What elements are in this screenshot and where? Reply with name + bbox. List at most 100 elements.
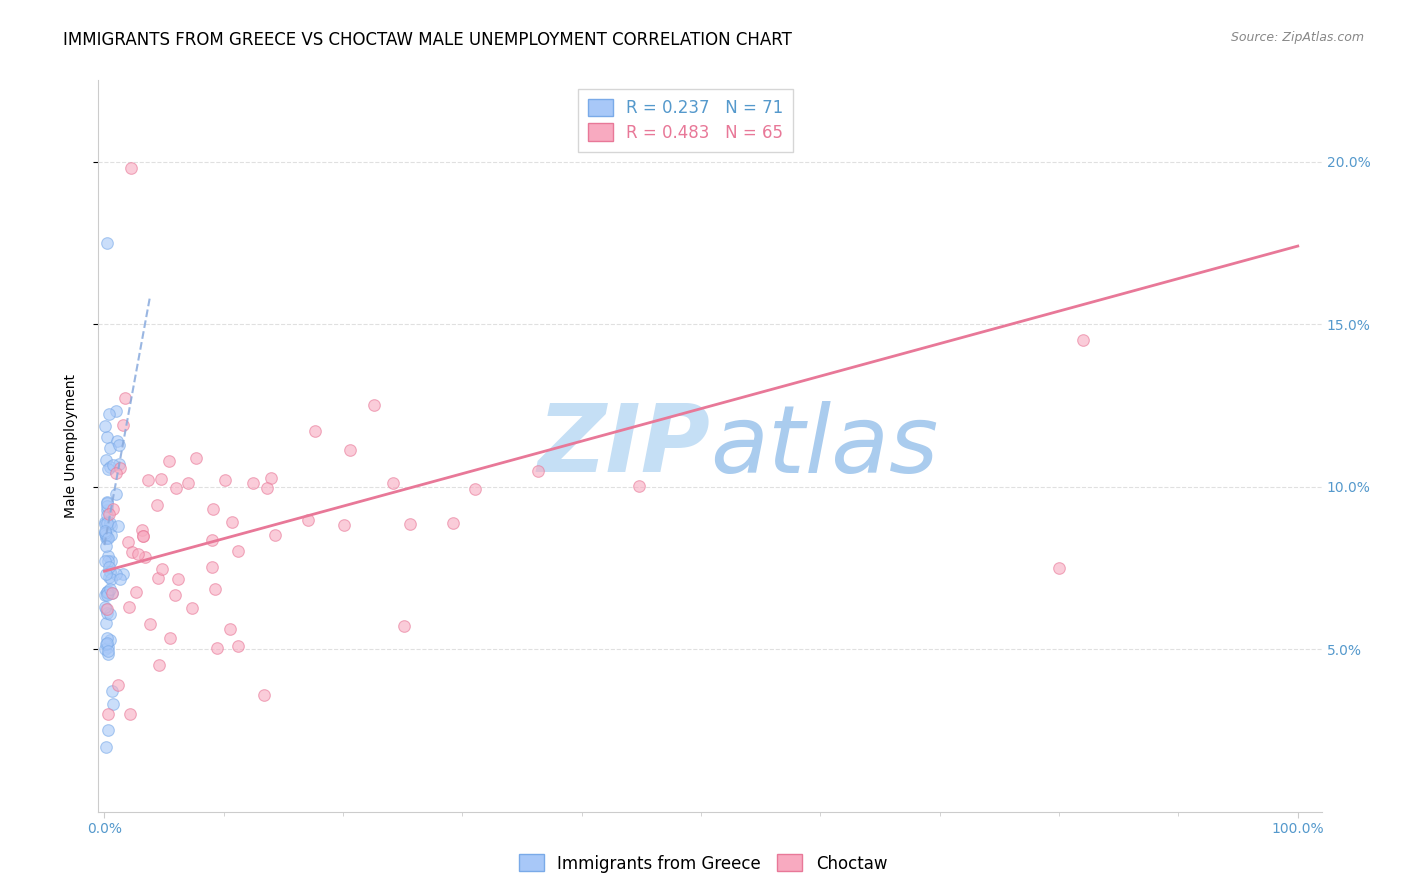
Point [260, 470, 283, 484]
Point [176, 475, 198, 490]
Point [121, 544, 143, 558]
Point [96, 508, 118, 522]
Point [146, 571, 169, 585]
Point [167, 572, 190, 586]
Point [94, 616, 117, 631]
Point [97, 407, 120, 421]
Point [339, 443, 361, 458]
Point [118, 599, 141, 614]
Point [104, 466, 127, 480]
Point [97, 644, 120, 658]
Point [125, 585, 148, 599]
Point [112, 417, 135, 432]
Point [96, 631, 118, 645]
Point [94, 554, 117, 568]
Point [94, 566, 117, 581]
Point [97, 531, 120, 545]
Point [94, 588, 117, 602]
Point [132, 529, 155, 543]
Point [181, 601, 204, 615]
Point [96, 516, 118, 530]
Point [98, 508, 121, 522]
Point [96, 585, 118, 599]
Point [97, 585, 120, 599]
Point [304, 425, 326, 439]
Point [201, 533, 224, 547]
Point [96, 495, 118, 509]
Point [101, 684, 124, 698]
Text: Source: ZipAtlas.com: Source: ZipAtlas.com [1230, 31, 1364, 45]
Point [150, 472, 173, 486]
Point [392, 619, 415, 633]
Point [110, 572, 132, 586]
Text: atlas: atlas [710, 401, 938, 491]
Point [104, 487, 127, 501]
Point [96, 602, 118, 616]
Point [100, 572, 122, 586]
Point [134, 549, 156, 564]
Point [464, 482, 486, 496]
Point [145, 498, 167, 512]
Point [103, 502, 125, 516]
Point [107, 678, 129, 692]
Point [93, 642, 115, 657]
Point [226, 639, 249, 653]
Point [94, 531, 117, 545]
Point [104, 404, 127, 418]
Point [96, 606, 118, 620]
Point [117, 535, 139, 549]
Point [201, 502, 224, 516]
Point [214, 473, 236, 487]
Point [96, 430, 118, 444]
Point [98, 560, 121, 574]
Point [100, 586, 122, 600]
Point [127, 547, 149, 561]
Point [184, 451, 207, 466]
Point [98, 582, 121, 597]
Point [107, 458, 129, 472]
Point [94, 419, 117, 434]
Point [98, 565, 121, 579]
Point [96, 235, 118, 250]
Point [333, 517, 356, 532]
Point [96, 531, 118, 545]
Point [93, 515, 115, 529]
Point [136, 473, 159, 487]
Point [98, 633, 121, 648]
Point [97, 640, 120, 654]
Point [157, 454, 180, 468]
Text: IMMIGRANTS FROM GREECE VS CHOCTAW MALE UNEMPLOYMENT CORRELATION CHART: IMMIGRANTS FROM GREECE VS CHOCTAW MALE U… [63, 31, 792, 49]
Legend: Immigrants from Greece, Choctaw: Immigrants from Greece, Choctaw [512, 847, 894, 880]
Point [93, 526, 115, 541]
Point [94, 539, 117, 553]
Point [104, 566, 127, 581]
Point [97, 647, 120, 661]
Point [253, 688, 276, 702]
Point [120, 161, 142, 175]
Point [526, 464, 548, 478]
Point [242, 475, 264, 490]
Point [96, 496, 118, 510]
Point [264, 528, 287, 542]
Point [148, 658, 170, 673]
Point [204, 582, 226, 597]
Point [94, 739, 117, 754]
Point [256, 481, 278, 495]
Point [100, 554, 122, 568]
Point [96, 500, 118, 514]
Point [93, 600, 115, 615]
Point [1047, 561, 1070, 575]
Point [226, 543, 249, 558]
Point [97, 584, 120, 599]
Point [627, 479, 650, 493]
Point [97, 570, 120, 584]
Point [93, 516, 115, 531]
Point [94, 453, 117, 467]
Point [97, 554, 120, 568]
Point [118, 707, 141, 722]
Point [96, 585, 118, 599]
Point [96, 636, 118, 650]
Point [98, 459, 121, 474]
Point [96, 601, 118, 615]
Point [163, 588, 186, 602]
